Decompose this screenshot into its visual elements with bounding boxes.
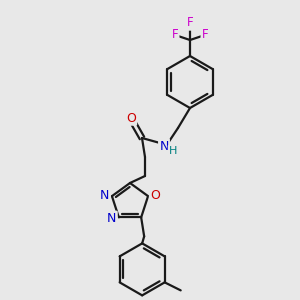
- Text: N: N: [159, 140, 169, 152]
- Text: F: F: [187, 16, 193, 29]
- Text: N: N: [107, 212, 116, 225]
- Text: N: N: [100, 189, 110, 202]
- Text: F: F: [172, 28, 178, 41]
- Text: H: H: [169, 146, 177, 156]
- Text: F: F: [202, 28, 208, 41]
- Text: O: O: [126, 112, 136, 124]
- Text: O: O: [150, 189, 160, 202]
